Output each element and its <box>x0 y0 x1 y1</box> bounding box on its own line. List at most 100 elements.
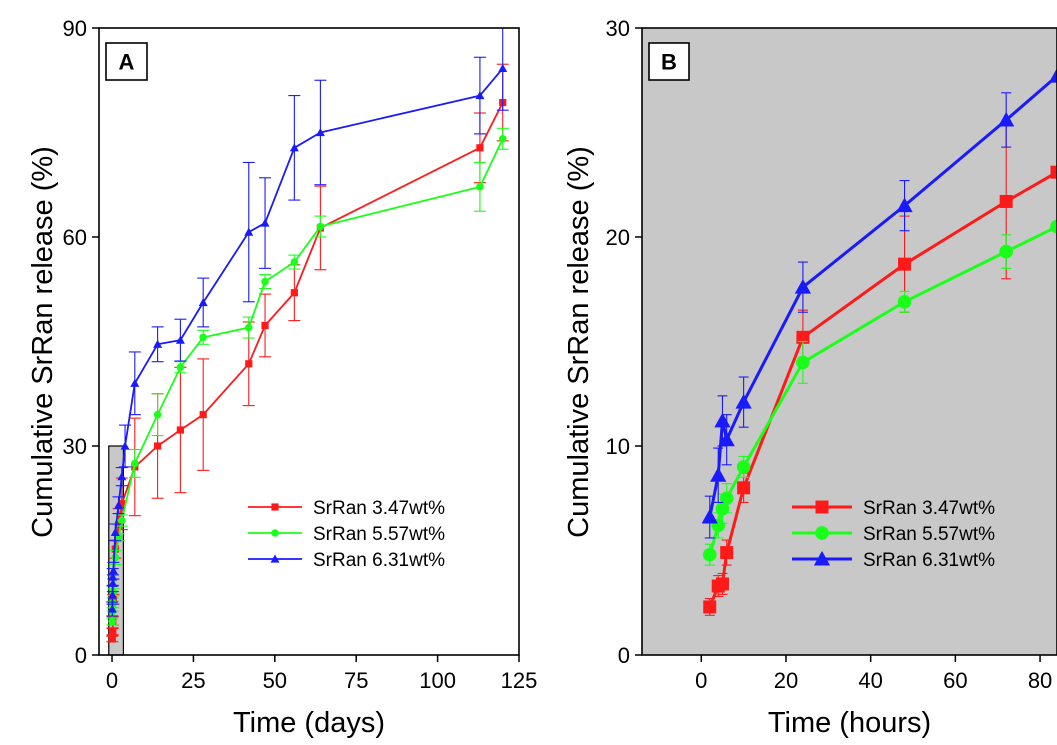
panel-a: 0 25 50 75 100 125 0 30 60 90 Time (days) Cumulativ… <box>27 16 537 739</box>
series-group <box>701 67 1057 616</box>
x-tick-label: 80 <box>1028 668 1052 693</box>
series-1 <box>703 123 1057 616</box>
data-point <box>476 183 484 191</box>
data-point <box>714 412 731 428</box>
x-tick-label: 100 <box>419 668 456 693</box>
data-point <box>261 321 269 330</box>
legend-label: SrRan 6.31wt% <box>863 550 995 571</box>
panel-label: B <box>661 50 677 75</box>
y-tick-label: 30 <box>63 434 87 459</box>
x-tick-label: 0 <box>695 668 707 693</box>
x-axis-label: Time (days) <box>233 707 385 739</box>
series-3 <box>106 28 509 617</box>
panel-label: A <box>119 50 135 75</box>
data-point <box>316 222 325 231</box>
data-point <box>794 279 812 294</box>
y-tick-label: 0 <box>75 643 87 668</box>
data-point <box>737 481 751 495</box>
legend-marker <box>815 500 829 514</box>
data-point <box>702 547 717 562</box>
data-point <box>715 577 729 591</box>
data-point <box>114 521 123 529</box>
data-point <box>701 508 718 524</box>
data-point <box>796 355 810 370</box>
data-point <box>244 227 254 236</box>
data-point <box>118 500 126 508</box>
legend: SrRan 3.47wt% SrRan 5.57wt% SrRan 6.31wt% <box>792 498 995 571</box>
series-2 <box>702 219 1057 566</box>
data-point <box>245 360 253 368</box>
data-point <box>289 143 299 152</box>
panel-b: 0 20 40 60 80 0 10 20 30 Time (hours) Cumulative S… <box>563 16 1057 739</box>
data-point <box>735 393 752 409</box>
data-point <box>108 566 118 575</box>
data-point <box>998 111 1015 127</box>
data-point <box>1050 165 1057 179</box>
data-point <box>896 197 913 213</box>
x-tick-label: 25 <box>181 668 205 693</box>
x-tick-label: 60 <box>943 668 967 693</box>
data-point <box>199 333 207 342</box>
data-point <box>107 604 117 613</box>
data-point <box>199 411 207 419</box>
data-point <box>498 134 507 143</box>
data-point <box>498 63 508 73</box>
data-point <box>108 578 118 587</box>
data-point <box>999 194 1013 208</box>
data-point <box>476 144 484 152</box>
data-point <box>715 501 730 516</box>
y-tick-label: 30 <box>606 16 630 41</box>
y-axis-label: Cumulative SrRan release (%) <box>27 146 59 538</box>
data-point <box>290 258 299 266</box>
plot-area <box>99 28 519 655</box>
data-point <box>1048 67 1057 83</box>
data-point <box>153 410 162 419</box>
data-point <box>110 527 120 536</box>
plot-frame <box>98 27 520 656</box>
data-point <box>736 460 751 474</box>
data-point <box>897 294 912 309</box>
x-tick-label: 125 <box>501 668 538 693</box>
data-point <box>108 617 117 626</box>
data-point <box>315 128 325 137</box>
legend-marker <box>813 550 831 566</box>
y-tick-label: 0 <box>618 643 630 668</box>
y-axis-label: Cumulative SrRan release (%) <box>563 146 595 538</box>
data-point <box>175 335 185 344</box>
legend-label: SrRan 5.57wt% <box>863 524 995 545</box>
data-point <box>176 363 185 372</box>
data-point <box>261 277 269 286</box>
data-point <box>198 297 208 307</box>
x-tick-label: 75 <box>344 668 368 693</box>
data-point <box>719 491 734 506</box>
data-point <box>244 323 253 332</box>
data-point <box>120 441 130 450</box>
data-point <box>131 459 139 468</box>
legend-marker <box>271 529 279 537</box>
data-point <box>718 431 735 447</box>
data-point <box>720 546 734 560</box>
legend: SrRan 3.47wt% SrRan 5.57wt% SrRan 6.31wt% <box>248 498 445 571</box>
data-point <box>111 553 120 562</box>
legend-label: SrRan 6.31wt% <box>313 550 445 571</box>
data-point <box>117 472 127 481</box>
data-point <box>999 244 1014 259</box>
data-point <box>154 442 162 450</box>
data-point <box>108 572 118 581</box>
y-tick-label: 60 <box>63 225 87 250</box>
data-point <box>114 500 124 509</box>
series-group <box>106 28 509 643</box>
x-axis-label: Time (hours) <box>768 707 931 739</box>
data-point <box>290 289 298 297</box>
data-point <box>898 257 912 271</box>
data-point <box>109 627 117 635</box>
x-tick-label: 50 <box>263 668 287 693</box>
legend-label: SrRan 3.47wt% <box>313 498 445 519</box>
series-3 <box>701 67 1057 539</box>
data-point <box>710 467 727 482</box>
plot-frame <box>641 27 1057 656</box>
data-point <box>108 635 116 643</box>
legend-marker <box>270 554 280 563</box>
x-tick-label: 0 <box>106 668 118 693</box>
